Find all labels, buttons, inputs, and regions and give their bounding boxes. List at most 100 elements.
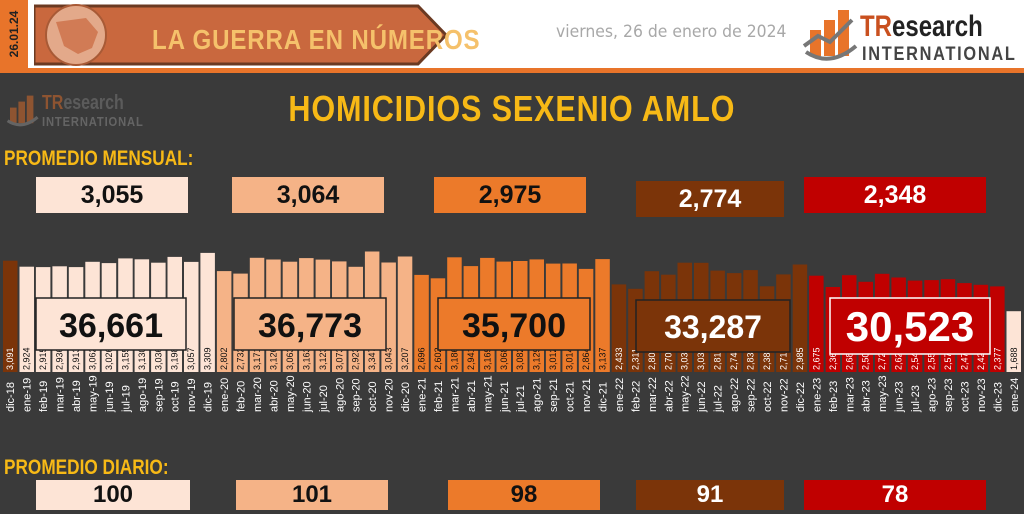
- x-tick-label: jul-21: [515, 385, 527, 413]
- bar-value-label: 2,864: [581, 347, 591, 370]
- watermark-wordmark-b: esearch: [63, 92, 124, 114]
- bar-dic-21: [595, 259, 610, 372]
- x-tick-label: ago-21: [532, 378, 544, 412]
- bar-value-label: 3,032: [696, 347, 706, 370]
- bar-value-label: 3,123: [318, 347, 328, 370]
- bar-value-label: 3,062: [88, 347, 98, 370]
- bar-value-label: 2,577: [943, 347, 953, 370]
- monthly-homicides-bar-chart: 3,091 2,924 2,915 2,936 2,913 3,062 3,026 3,155…: [3, 251, 1021, 413]
- bar-value-label: 2,915: [38, 347, 48, 370]
- bar-value-label: 1,688: [1009, 347, 1019, 370]
- bar-value-label: 3,169: [482, 347, 492, 370]
- monthly-avg-2021: 2,975: [434, 177, 586, 213]
- x-tick-label: may-19: [88, 375, 100, 412]
- total-box-2022: [635, 299, 791, 353]
- daily-avg-2023: 78: [804, 480, 986, 510]
- daily-avg-2019: 100: [36, 480, 190, 510]
- bar-value-label: 3,347: [367, 347, 377, 370]
- bar-value-label: 2,696: [417, 347, 427, 370]
- bar-value-label: 2,941: [466, 347, 476, 370]
- bar-value-label: 2,602: [433, 347, 443, 370]
- bar-value-label: 3,171: [252, 347, 262, 370]
- x-tick-label: ene-23: [811, 378, 823, 412]
- watermark-subtitle: INTERNATIONAL: [42, 114, 144, 129]
- bar-value-label: 3,126: [269, 347, 279, 370]
- bar-ene-24: [1006, 311, 1021, 372]
- bar-value-label: 3,073: [334, 347, 344, 370]
- bar-value-label: 3,082: [515, 347, 525, 370]
- bar-value-label: 3,163: [301, 347, 311, 370]
- x-tick-label: ago-23: [927, 378, 939, 412]
- bar-value-label: 3,063: [285, 347, 295, 370]
- banner-shape: [32, 4, 449, 66]
- x-tick-label: feb-23: [828, 381, 840, 412]
- bar-value-label: 2,311: [630, 348, 640, 370]
- bar-ene-20: [216, 271, 232, 372]
- x-tick-label: mar-22: [647, 377, 659, 412]
- bar-ene-19: [19, 266, 34, 372]
- logo-wordmark-a: TR: [860, 10, 892, 43]
- x-tick-label: feb-21: [433, 381, 445, 412]
- bar-value-label: 2,818: [713, 347, 723, 370]
- x-tick-label: feb-20: [236, 381, 248, 412]
- bar-value-label: 3,309: [203, 347, 213, 370]
- x-tick-label: mar-20: [252, 377, 264, 412]
- bar-value-label: 2,380: [762, 347, 772, 370]
- bar-value-label: 2,732: [236, 347, 246, 370]
- total-2023: 30,523: [846, 303, 974, 350]
- bar-value-label: 3,207: [400, 347, 410, 370]
- x-tick-label: oct-21: [565, 381, 577, 412]
- x-tick-label: abr-20: [269, 380, 281, 412]
- x-tick-label: oct-23: [959, 381, 971, 412]
- total-2020: 36,773: [258, 307, 362, 345]
- bar-value-label: 2,362: [828, 347, 838, 370]
- bar-value-label: 2,703: [663, 347, 673, 370]
- x-tick-label: nov-21: [581, 378, 593, 412]
- logo-wordmark-b: esearch: [892, 10, 983, 43]
- bar-value-label: 3,129: [532, 347, 542, 370]
- daily-avg-2022: 91: [636, 480, 784, 510]
- x-tick-label: ago-19: [137, 378, 149, 412]
- dateline: viernes, 26 de enero de 2024: [556, 22, 787, 42]
- x-tick-label: jun-19: [104, 381, 116, 413]
- bar-value-label: 3,057: [186, 347, 196, 370]
- bar-value-label: 2,689: [844, 347, 854, 370]
- x-tick-label: abr-19: [71, 380, 83, 412]
- bar-value-label: 3,026: [104, 347, 114, 370]
- x-tick-label: jul-22: [713, 385, 725, 413]
- logo-subtitle: INTERNATIONAL: [862, 44, 1017, 65]
- bar-value-label: 2,711: [779, 348, 789, 370]
- daily-avg-2021: 98: [448, 480, 600, 510]
- section-banner: LA GUERRA EN NÚMEROS: [32, 2, 480, 68]
- bar-ene-22: [611, 284, 627, 372]
- banner-title: LA GUERRA EN NÚMEROS: [152, 24, 481, 55]
- x-tick-label: jul-19: [120, 385, 132, 413]
- tresearch-logo: TResearch INTERNATIONAL: [800, 6, 1022, 66]
- x-tick-label: abr-22: [663, 380, 675, 412]
- bar-value-label: 3,130: [137, 347, 147, 370]
- bar-value-label: 2,831: [746, 347, 756, 370]
- x-tick-label: nov-19: [186, 378, 198, 412]
- bar-value-label: 2,746: [729, 347, 739, 370]
- logo-chart-icon: [802, 10, 858, 61]
- bar-value-label: 2,552: [927, 347, 937, 370]
- date-tab-text: 26.01.24: [7, 10, 21, 58]
- daily-average-label: PROMEDIO DIARIO:: [4, 456, 169, 479]
- x-tick-label: ene-19: [22, 378, 34, 412]
- x-tick-label: jun-23: [894, 381, 906, 413]
- x-tick-label: mar-21: [449, 377, 461, 412]
- total-box-2021: [437, 297, 591, 351]
- x-tick-label: ene-21: [417, 378, 429, 412]
- x-tick-label: jun-22: [696, 381, 708, 413]
- bar-value-label: 2,923: [351, 347, 361, 370]
- bar-value-label: 2,729: [877, 347, 887, 370]
- x-tick-label: dic-19: [203, 382, 215, 412]
- x-tick-label: oct-20: [367, 381, 379, 412]
- bar-value-label: 2,675: [811, 347, 821, 370]
- x-tick-label: feb-22: [630, 381, 642, 412]
- annual-total-boxes: 36,661 36,773 35,700 33,287 30,523: [35, 297, 991, 355]
- bar-value-label: 3,137: [598, 347, 608, 370]
- x-tick-label: may-20: [285, 375, 297, 412]
- x-tick-label: may-23: [877, 375, 889, 412]
- watermark-wordmark: TResearch: [42, 92, 124, 115]
